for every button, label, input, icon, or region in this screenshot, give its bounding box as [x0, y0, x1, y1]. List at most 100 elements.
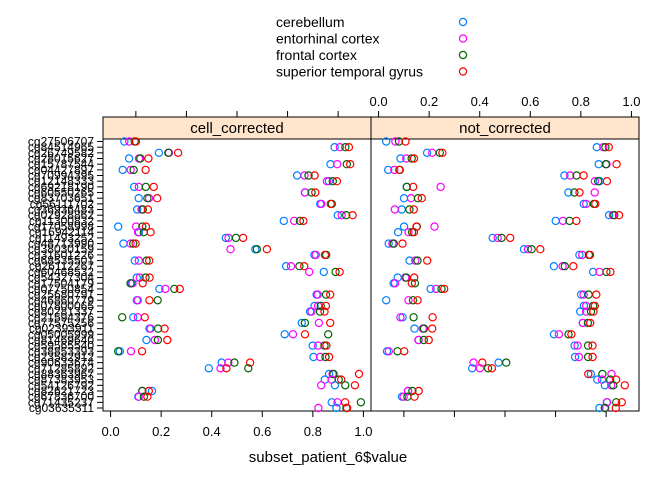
- data-point: [488, 233, 497, 243]
- data-point: [506, 233, 515, 243]
- data-point: [288, 330, 298, 339]
- data-point: [494, 358, 503, 367]
- data-point: [410, 279, 420, 288]
- data-point: [322, 341, 331, 350]
- data-point: [527, 244, 536, 254]
- data-point: [245, 358, 255, 367]
- data-point: [313, 341, 323, 350]
- data-point: [609, 381, 618, 390]
- data-point: [124, 154, 134, 163]
- data-point: [161, 284, 170, 294]
- x-axis-label: subset_patient_6$value: [249, 449, 407, 466]
- data-point: [409, 182, 418, 192]
- y-tick-label: cg81469640: [28, 333, 94, 347]
- panel-not-corrected: not_corrected 0.0 0.2 0.4 0.6 0.8 1.0: [370, 94, 640, 417]
- data-point: [280, 330, 289, 339]
- legend-marker: [458, 17, 468, 27]
- data-point: [333, 159, 342, 169]
- data-point: [331, 267, 340, 277]
- y-tick-label: cg60550265: [28, 186, 94, 200]
- y-tick-label: cg84514965: [28, 140, 94, 154]
- data-point: [564, 330, 573, 339]
- data-point: [129, 165, 138, 175]
- y-tick-label: cg88363967: [28, 367, 94, 381]
- y-tick-label: cg71435237: [28, 395, 94, 409]
- data-point: [154, 148, 164, 157]
- data-point: [145, 296, 154, 305]
- data-point: [404, 296, 413, 305]
- data-point: [419, 335, 428, 345]
- y-tick-label: cg11300832: [29, 214, 95, 228]
- data-point: [144, 154, 153, 163]
- data-point: [295, 262, 304, 271]
- data-point: [340, 398, 350, 407]
- data-point: [153, 335, 163, 345]
- data-point: [317, 381, 326, 390]
- data-point: [300, 330, 310, 339]
- x-tick-label: 1.0: [622, 94, 640, 109]
- strip-label: cell_corrected: [190, 120, 283, 137]
- data-point: [321, 290, 331, 299]
- y-tick-label: cg70994395: [28, 169, 94, 183]
- data-point: [311, 188, 320, 197]
- data-point: [430, 222, 439, 231]
- data-point: [391, 137, 400, 146]
- data-point: [604, 210, 614, 220]
- data-point: [350, 381, 360, 390]
- data-point: [493, 233, 502, 243]
- data-point: [321, 352, 330, 362]
- data-point: [330, 381, 340, 390]
- data-point: [126, 239, 135, 248]
- data-point: [402, 182, 411, 192]
- x-tick-label: 0.6: [253, 424, 271, 439]
- y-tick-label: cg38030159: [28, 242, 94, 256]
- data-point: [128, 239, 138, 248]
- data-point: [567, 330, 576, 339]
- data-point: [337, 210, 346, 220]
- data-point: [134, 256, 143, 265]
- data-point: [536, 244, 545, 254]
- data-point: [593, 375, 602, 384]
- data-point: [384, 347, 393, 356]
- data-point: [170, 284, 179, 294]
- data-point: [409, 313, 418, 322]
- data-point: [382, 296, 391, 305]
- data-point: [125, 137, 134, 146]
- data-point: [569, 262, 578, 271]
- data-point: [424, 335, 433, 345]
- data-point: [341, 381, 350, 390]
- y-tick-label: cg77575256: [28, 316, 94, 330]
- data-point: [133, 313, 143, 322]
- data-point: [435, 148, 444, 157]
- data-point: [399, 392, 408, 401]
- data-point: [142, 256, 151, 265]
- data-point: [297, 318, 306, 328]
- legend-label: frontal cortex: [276, 47, 357, 63]
- data-point: [594, 159, 603, 169]
- data-point: [131, 137, 141, 146]
- data-point: [399, 193, 409, 203]
- data-point: [286, 262, 296, 271]
- data-point: [204, 364, 213, 373]
- x-tick-label: 0.2: [152, 424, 170, 439]
- data-point: [332, 403, 341, 413]
- data-point: [145, 273, 154, 282]
- y-tick-label: cg36936483: [28, 203, 94, 217]
- data-point: [155, 284, 164, 294]
- data-point: [307, 188, 316, 197]
- data-point: [408, 386, 417, 396]
- data-point: [342, 159, 351, 169]
- y-tick-label: cg60468532: [28, 265, 94, 279]
- data-point: [326, 199, 335, 209]
- data-point: [317, 199, 326, 209]
- data-point: [126, 279, 135, 288]
- data-point: [320, 307, 329, 316]
- data-point: [342, 210, 351, 220]
- data-point: [117, 313, 127, 322]
- y-tick-label: cg07750854: [28, 282, 94, 296]
- x-tick-label: 0.4: [471, 94, 489, 109]
- data-point: [337, 375, 346, 384]
- x-tick-label: 0.0: [370, 94, 388, 109]
- y-tick-label: cg54327304: [28, 271, 94, 285]
